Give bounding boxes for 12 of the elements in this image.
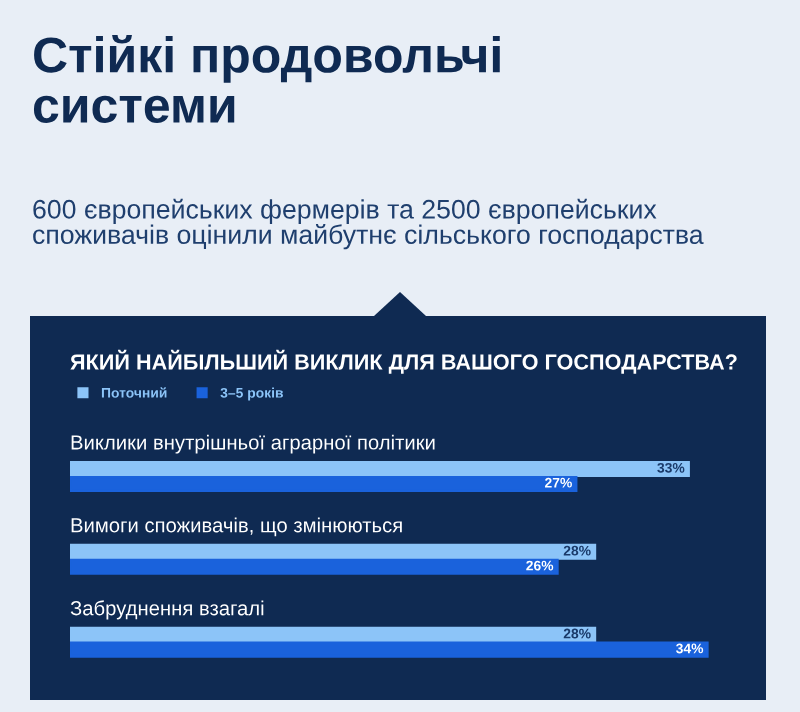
bar <box>70 460 690 478</box>
y-tick-label: Забруднення взагалі <box>70 600 264 620</box>
chart-title: Стійкі продовольчі системи <box>33 35 500 124</box>
y-tick-label: Вимоги споживачів, що змінюються <box>71 517 402 537</box>
bar <box>70 626 597 643</box>
y-tick-label: Виклики внутрішньої аграрної політики <box>71 434 435 454</box>
bar <box>70 641 709 658</box>
bar <box>70 475 578 492</box>
bar <box>70 558 559 575</box>
text: ЯКИЙ НАЙБІЛЬШИЙ ВИКЛИК ДЛЯ ВАШОГО ГОСПОДАРСТВА? <box>70 349 737 374</box>
chart-subtitle: 600 європейських фермерів та 2500 європейських споживачів оцінили майбутнє сільського господарства <box>33 198 704 250</box>
bar <box>70 543 597 560</box>
